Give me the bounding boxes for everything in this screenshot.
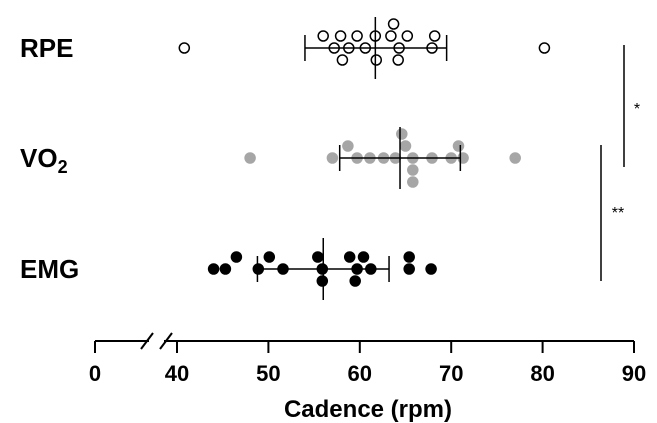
data-point-rpe-12 [392,54,404,66]
data-point-rpe-8 [334,30,347,42]
data-point-vo2-7 [326,152,339,164]
significance-label-1: * [634,101,640,118]
x-tick-label-40: 40 [165,361,189,386]
axis-break-mark-1 [140,332,154,350]
data-point-vo2-14 [452,140,465,152]
category-label-vo2-main: VO [20,143,58,173]
data-point-emg-12 [425,263,437,275]
significance-markers: *** [600,45,640,281]
x-tick-label-60: 60 [348,361,372,386]
x-tick-label-70: 70 [439,361,463,386]
x-axis-title: Cadence (rpm) [284,396,452,423]
data-point-rpe-13 [428,30,441,42]
category-label-vo2: VO2 [20,143,68,177]
category-label-emg-main: EMG [20,254,79,284]
data-point-vo2-16 [407,176,419,188]
data-point-emg-15 [349,275,361,287]
data-point-rpe-7 [317,30,329,42]
data-point-emg-3 [207,263,220,275]
data-point-vo2-11 [342,140,354,152]
data-point-emg-10 [343,251,356,263]
data-point-vo2-13 [407,164,419,176]
data-point-rpe-14 [336,54,349,66]
axis-break-mark-2 [159,332,173,350]
data-point-rpe-6 [538,42,551,54]
data-point-rpe-15 [370,54,383,66]
category-label-rpe: RPE [20,33,73,63]
data-point-vo2-6 [244,152,256,164]
data-point-rpe-0 [178,42,191,54]
data-point-emg-13 [403,251,415,263]
data-point-rpe-16 [387,18,400,30]
category-label-rpe-main: RPE [20,33,73,63]
category-label-emg: EMG [20,254,79,284]
category-label-vo2-subscript: 2 [58,157,68,177]
data-point-emg-14 [316,275,329,287]
data-point-rpe-17 [401,30,414,42]
mean-sd-bars [256,17,462,300]
data-point-emg-5 [230,251,243,263]
data-point-vo2-3 [399,140,412,152]
data-point-rpe-11 [385,30,397,42]
category-labels: RPE VO2 EMG [20,33,79,284]
data-point-emg-9 [312,251,324,263]
x-tick-label-0: 0 [89,361,101,386]
x-tick-label-90: 90 [622,361,646,386]
data-point-emg-2 [403,263,415,275]
data-point-rpe-9 [351,30,363,42]
data-point-emg-4 [219,263,232,275]
data-point-vo2-15 [396,128,408,140]
data-point-emg-11 [357,251,370,263]
data-points [178,18,551,287]
data-point-vo2-10 [509,152,521,164]
significance-label-2: ** [612,205,624,222]
x-tick-label-80: 80 [530,361,554,386]
data-point-emg-7 [263,251,276,263]
x-axis: 0 40 50 60 70 80 90 [89,332,646,386]
x-tick-label-50: 50 [256,361,280,386]
